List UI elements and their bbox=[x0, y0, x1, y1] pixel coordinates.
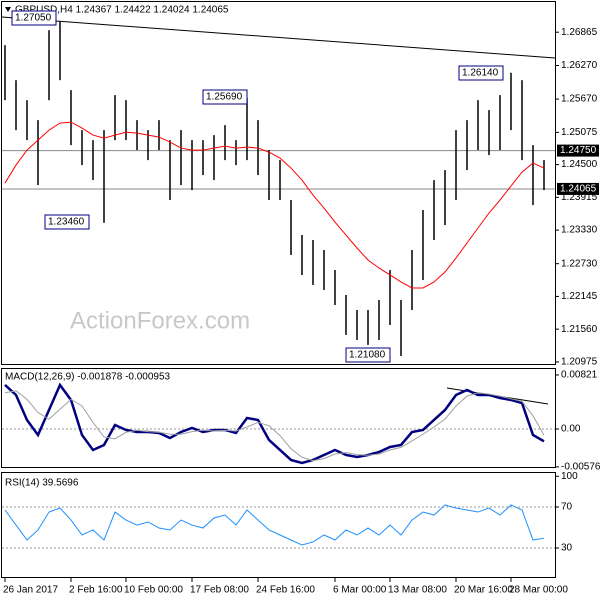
y-tick-label: 1.26865 bbox=[561, 27, 598, 38]
rsi-panel bbox=[1, 472, 556, 578]
y-tick-label: -0.005764 bbox=[561, 462, 600, 473]
y-tick-label: 70 bbox=[561, 502, 573, 513]
y-tick-label: 1.23915 bbox=[561, 192, 598, 203]
x-tick-label: 28 Mar 00:00 bbox=[509, 585, 568, 596]
series-line bbox=[4, 504, 545, 546]
y-tick-label: 1.24500 bbox=[561, 159, 598, 170]
chart-title: GBPUSD,H4 1.24367 1.24422 1.24024 1.2406… bbox=[15, 5, 229, 16]
x-tick-label: 6 Mar 00:00 bbox=[333, 585, 387, 596]
y-tick-label: 100 bbox=[561, 471, 578, 482]
annotation-box bbox=[11, 10, 57, 26]
price-label: 1.24750 bbox=[560, 145, 597, 156]
y-tick-label: 1.26270 bbox=[561, 60, 598, 71]
y-tick-label: 1.21560 bbox=[561, 324, 598, 335]
trendline bbox=[1, 16, 556, 59]
x-tick-label: 13 Mar 08:00 bbox=[388, 585, 447, 596]
x-tick-label: 2 Feb 16:00 bbox=[69, 585, 123, 596]
y-tick-label: 1.22730 bbox=[561, 258, 598, 269]
annotation-box bbox=[44, 214, 90, 230]
moving-average bbox=[4, 121, 545, 289]
x-tick-label: 17 Feb 08:00 bbox=[190, 585, 249, 596]
y-tick-label: 0.00821 bbox=[561, 370, 598, 381]
main-panel bbox=[1, 1, 556, 365]
macd-title: MACD(12,26,9) -0.001878 -0.000953 bbox=[5, 372, 171, 383]
y-tick-label: 1.20975 bbox=[561, 357, 598, 368]
annotation-box bbox=[345, 347, 391, 363]
y-tick-label: 0.00 bbox=[561, 424, 581, 435]
watermark: ActionForex.com bbox=[70, 307, 250, 334]
annotation-box bbox=[458, 65, 504, 81]
price-label: 1.24065 bbox=[560, 184, 597, 195]
annotation-box bbox=[202, 89, 248, 105]
rsi-title: RSI(14) 39.5696 bbox=[5, 478, 79, 489]
x-tick-label: 10 Feb 00:00 bbox=[124, 585, 183, 596]
annotation-label: 1.25690 bbox=[206, 92, 243, 103]
title-icon bbox=[5, 7, 11, 12]
y-tick-label: 1.25075 bbox=[561, 127, 598, 138]
x-tick-label: 20 Mar 16:00 bbox=[454, 585, 513, 596]
annotation-label: 1.26140 bbox=[462, 68, 499, 79]
series-line bbox=[4, 382, 545, 465]
x-tick-label: 24 Feb 16:00 bbox=[256, 585, 315, 596]
y-tick-label: 1.25670 bbox=[561, 94, 598, 105]
price-label-box bbox=[557, 182, 599, 195]
y-tick-label: 1.23330 bbox=[561, 225, 598, 236]
x-tick-label: 26 Jan 2017 bbox=[3, 585, 58, 596]
y-tick-label: 1.22145 bbox=[561, 291, 598, 302]
macd-panel bbox=[1, 368, 556, 468]
annotation-label: 1.23460 bbox=[48, 217, 85, 228]
y-tick-label: 30 bbox=[561, 543, 573, 554]
price-label-box bbox=[557, 144, 599, 157]
series-line bbox=[4, 390, 545, 462]
annotation-label: 1.27050 bbox=[15, 13, 52, 24]
annotation-label: 1.21080 bbox=[349, 350, 386, 361]
